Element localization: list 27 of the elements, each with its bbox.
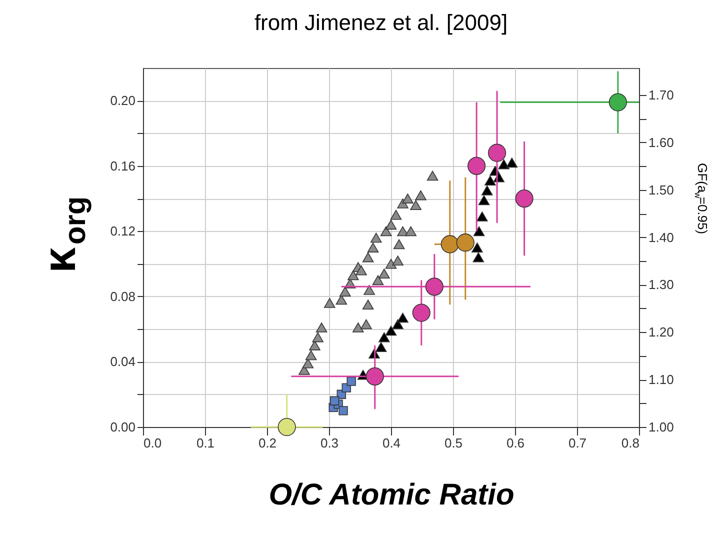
y-tick-label: 0.16 <box>110 158 136 174</box>
x-axis-title: O/C Atomic Ratio <box>268 478 514 512</box>
x-tick-label: 0.6 <box>506 436 525 450</box>
y2-axis-title: GF(aw=0.95) <box>693 163 710 234</box>
y2-tick-label: 1.20 <box>648 324 674 340</box>
chart-title: from Jimenez et al. [2009] <box>254 10 508 35</box>
x-tick-label: 0.2 <box>258 436 277 450</box>
x-tick-label: 0.5 <box>444 436 463 450</box>
x-tick-label: 0.0 <box>144 436 162 450</box>
y2-tick-label: 1.10 <box>648 372 674 388</box>
y2-tick-label: 1.60 <box>648 134 674 150</box>
x-tick-label: 0.7 <box>568 436 587 450</box>
y2-tick-label: 1.30 <box>648 277 674 292</box>
y-tick-label: 0.00 <box>110 420 136 434</box>
y-tick-label: 0.08 <box>110 288 136 304</box>
y-tick-label: 0.20 <box>110 93 136 108</box>
y2-tick-label: 1.00 <box>648 420 674 434</box>
y-tick-label: 0.12 <box>110 224 136 239</box>
y-tick-label: 0.04 <box>110 354 136 370</box>
y2-tick-label: 1.50 <box>648 182 674 198</box>
x-tick-label: 0.8 <box>621 436 640 450</box>
y2-tick-label: 1.40 <box>648 230 674 245</box>
y2-tick-label: 1.70 <box>648 88 674 103</box>
x-tick-label: 0.3 <box>320 436 339 450</box>
y-axis-title: κorg <box>33 196 92 273</box>
x-tick-label: 0.1 <box>196 436 215 450</box>
x-tick-label: 0.4 <box>382 436 401 450</box>
